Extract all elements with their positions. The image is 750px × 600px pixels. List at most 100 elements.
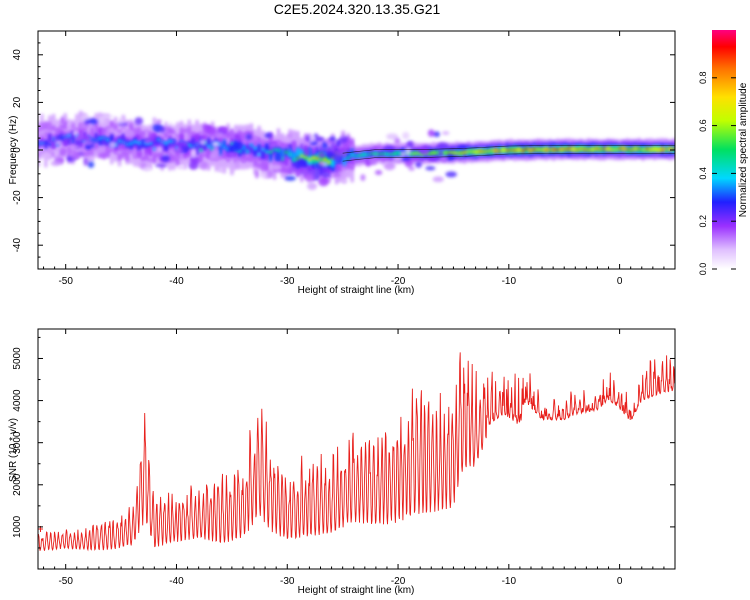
heatmap-cell [187, 143, 192, 147]
heatmap-cell [67, 135, 71, 145]
heatmap-cell [389, 152, 393, 156]
heatmap-speck [76, 134, 84, 142]
heatmap-cell [381, 152, 385, 155]
heatmap-speck [285, 175, 296, 181]
heatmap-cell [633, 148, 637, 151]
heatmap-cell [342, 156, 347, 166]
heatmap-cell [269, 152, 273, 162]
spectrogram-x-ticks: -50 -40 -30 -20 -10 0 [43, 31, 676, 287]
heatmap-cell [614, 148, 618, 151]
heatmap-cell [555, 148, 560, 151]
heatmap-speck [189, 156, 200, 163]
y-tick-label: 1000 [12, 515, 23, 538]
heatmap-speck [136, 150, 143, 158]
heatmap-speck [188, 161, 199, 170]
heatmap-cell [195, 142, 199, 147]
heatmap-cell [586, 148, 591, 151]
heatmap-cell [280, 157, 285, 161]
heatmap-speck [386, 133, 399, 140]
heatmap-cell [524, 147, 529, 151]
heatmap-cell [575, 148, 579, 151]
heatmap-cell [253, 146, 257, 151]
x-tick-label: 0 [617, 276, 623, 287]
heatmap-speck [442, 131, 450, 135]
heatmap-speck [140, 162, 147, 169]
heatmap-speck [200, 161, 209, 171]
heatmap-speck [318, 152, 326, 159]
heatmap-speck [102, 115, 114, 119]
heatmap-cell [218, 145, 223, 156]
spectrogram-y-axis-label: Frequency (Hz) [8, 116, 19, 185]
heatmap-cell [466, 150, 471, 153]
heatmap-speck [309, 140, 318, 146]
heatmap-cell [315, 156, 319, 161]
heatmap-cell [462, 151, 467, 154]
heatmap-speck [152, 123, 163, 133]
heatmap-speck [445, 171, 457, 178]
ridge-outline [342, 144, 675, 162]
heatmap-cell [621, 147, 626, 150]
heatmap-cell [645, 147, 649, 151]
heatmap-speck [156, 119, 163, 124]
heatmap-speck [305, 173, 314, 183]
x-tick-label: -30 [280, 276, 295, 287]
heatmap-speck [234, 160, 240, 169]
heatmap-speck [97, 116, 105, 124]
heatmap-speck [87, 118, 99, 125]
heatmap-cell [44, 141, 48, 145]
heatmap-speck [204, 125, 214, 130]
heatmap-cell [272, 147, 277, 152]
heatmap-speck [118, 117, 124, 124]
heatmap-cell [521, 149, 525, 152]
heatmap-speck [60, 116, 65, 125]
heatmap-cell [505, 149, 509, 152]
heatmap-cell [288, 152, 292, 157]
heatmap-cell [517, 149, 521, 152]
heatmap-cell [513, 149, 517, 152]
heatmap-scatter [50, 110, 468, 190]
heatmap-cell [284, 150, 288, 154]
heatmap-cell [218, 142, 223, 146]
colorbar-tick-label: 0.8 [698, 72, 708, 85]
x-tick-label: 0 [617, 576, 623, 587]
heatmap-speck [313, 133, 318, 138]
heatmap-speck [264, 132, 273, 139]
heatmap-cell [253, 147, 257, 157]
heatmap-cell [672, 147, 675, 151]
heatmap-speck [156, 146, 163, 153]
spectrogram-heatmap [38, 110, 675, 190]
heatmap-cell [501, 149, 506, 152]
heatmap-cell [133, 140, 137, 144]
heatmap-cell [552, 148, 556, 151]
heatmap-speck [440, 156, 447, 163]
heatmap-cell [652, 148, 657, 151]
heatmap-cell [385, 152, 389, 155]
heatmap-cell [571, 148, 575, 152]
heatmap-speck [180, 145, 189, 152]
heatmap-speck [314, 163, 324, 168]
heatmap-cell [172, 139, 176, 144]
heatmap-speck [270, 163, 283, 171]
x-tick-label: -10 [502, 576, 517, 587]
heatmap-cell [509, 149, 513, 152]
heatmap-cell [48, 133, 52, 143]
heatmap-cell [121, 140, 126, 144]
heatmap-speck [332, 153, 342, 162]
heatmap-speck [427, 155, 438, 162]
heatmap-cell [567, 147, 572, 150]
heatmap-cell [396, 152, 401, 155]
heatmap-cell [222, 145, 226, 149]
heatmap-speck [438, 150, 444, 158]
heatmap-speck [274, 153, 282, 162]
heatmap-cell [455, 152, 459, 155]
heatmap-cell [583, 148, 587, 151]
heatmap-cell [482, 150, 486, 153]
heatmap-speck [406, 140, 414, 149]
heatmap-cell [331, 158, 335, 168]
heatmap-speck [144, 138, 151, 144]
heatmap-cell [40, 141, 44, 145]
heatmap-cell [71, 139, 75, 143]
heatmap-cell [548, 148, 552, 151]
heatmap-cell [373, 152, 378, 156]
heatmap-speck [160, 126, 166, 133]
